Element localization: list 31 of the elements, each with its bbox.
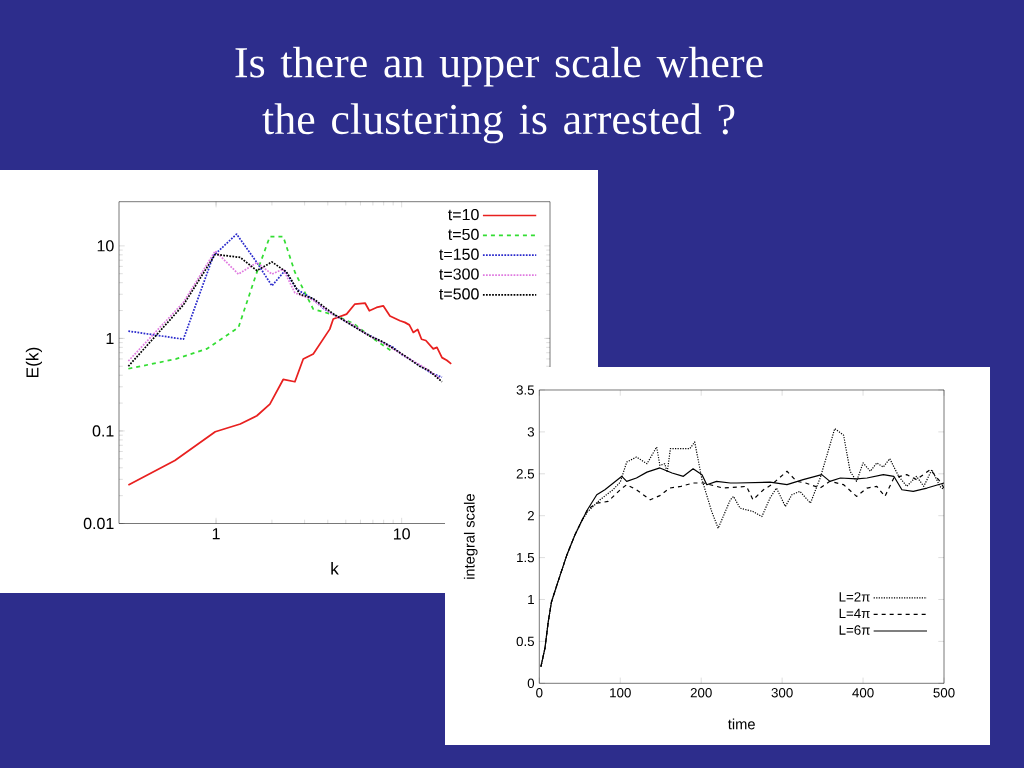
legend-label: t=300 — [439, 268, 479, 280]
x-tick-label: 100 — [610, 688, 631, 698]
x-tick-label: 200 — [690, 688, 712, 698]
y-tick-label: 1 — [528, 594, 534, 605]
y-tick-label: 3 — [527, 427, 535, 437]
legend-label: t=50 — [448, 228, 479, 241]
x-tick-label: 400 — [852, 688, 874, 698]
legend-label: t=10 — [448, 208, 479, 221]
x-axis-title: k — [331, 562, 339, 575]
y-tick-label: 1.5 — [517, 552, 535, 563]
x-tick-label: 300 — [771, 688, 793, 698]
x-axis-title: time — [728, 718, 755, 730]
legend-label: L=4π — [839, 608, 870, 619]
y-axis-title: integral scale — [463, 494, 478, 579]
y-tick-label: 2.5 — [516, 469, 535, 479]
legend-label: L=2π — [839, 592, 870, 602]
y-tick-label: 0.5 — [516, 636, 535, 647]
x-tick-label: 0 — [536, 688, 543, 698]
y-tick-label: 10 — [97, 240, 114, 252]
y-tick-label: 3.5 — [516, 385, 535, 395]
legend-label: t=150 — [439, 248, 479, 260]
y-tick-label: 0.1 — [92, 425, 114, 437]
x-tick-label: 500 — [933, 688, 955, 698]
y-tick-label: 2 — [527, 511, 534, 521]
y-tick-label: 1 — [106, 332, 114, 344]
legend-label: t=500 — [439, 288, 479, 300]
legend-label: L=6π — [839, 625, 870, 635]
y-tick-label: 0 — [527, 678, 535, 689]
y-tick-label: 0.01 — [83, 517, 114, 530]
y-axis-title: E(k) — [25, 347, 42, 378]
chart-title: Is there an upper scale where the clustering is arrested ? — [235, 46, 763, 144]
